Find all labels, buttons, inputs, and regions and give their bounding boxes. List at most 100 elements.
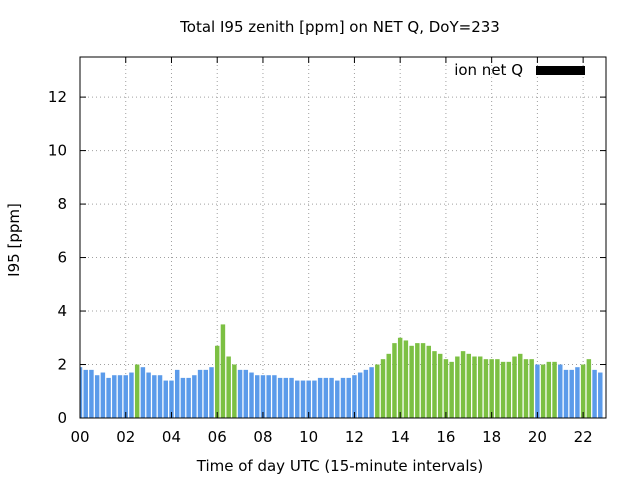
grid [80, 57, 606, 418]
bar [426, 345, 431, 418]
bar [323, 377, 329, 418]
bar [192, 375, 197, 418]
bar [329, 377, 334, 418]
bars [80, 324, 603, 418]
bar [106, 377, 111, 418]
bar [546, 361, 552, 418]
x-tick-label: 18 [482, 428, 501, 446]
x-tick-label: 22 [574, 428, 593, 446]
x-tick-label: 10 [299, 428, 318, 446]
bar [340, 377, 346, 418]
bar [180, 377, 186, 418]
bar [386, 353, 391, 418]
bar [243, 369, 249, 418]
bar [140, 367, 146, 418]
bar [295, 380, 300, 418]
y-axis-label: I95 [ppm] [5, 203, 23, 277]
bar [117, 375, 123, 418]
y-tick-label: 6 [57, 249, 67, 267]
bar [443, 359, 449, 418]
bar [317, 377, 323, 418]
bar [214, 345, 220, 418]
x-tick-label: 16 [436, 428, 455, 446]
x-tick-label: 06 [208, 428, 227, 446]
y-tick-label: 12 [48, 88, 67, 106]
bar [134, 364, 140, 418]
bar [352, 375, 357, 418]
y-tick-label: 4 [57, 302, 67, 320]
bar [83, 369, 88, 418]
bar [89, 369, 94, 418]
bar [529, 359, 534, 418]
bar [535, 364, 540, 418]
bar [197, 369, 203, 418]
bar [483, 359, 489, 418]
bar [580, 364, 586, 418]
chart-title: Total I95 zenith [ppm] on NET Q, DoY=233 [179, 18, 500, 36]
bar [558, 364, 563, 418]
bar [380, 359, 386, 418]
bar [466, 353, 472, 418]
bar [563, 369, 569, 418]
x-tick-label: 12 [345, 428, 364, 446]
x-tick-label: 02 [116, 428, 135, 446]
bar [403, 340, 409, 418]
bar [437, 353, 443, 418]
legend: ion net Q [454, 61, 585, 79]
x-tick-label: 14 [391, 428, 410, 446]
bar [272, 375, 277, 418]
bar [575, 367, 580, 418]
bar [586, 359, 592, 418]
bar [552, 361, 557, 418]
bar [472, 356, 477, 418]
bar [255, 375, 260, 418]
y-tick-label: 8 [57, 195, 67, 213]
bar [100, 372, 106, 418]
bar [312, 380, 317, 418]
bar [226, 356, 231, 418]
bar [129, 372, 134, 418]
bar [489, 359, 494, 418]
bar [363, 369, 369, 418]
bar [237, 369, 243, 418]
bar [415, 343, 420, 418]
bar [506, 361, 512, 418]
bar [455, 356, 460, 418]
bar [420, 343, 426, 418]
bar [306, 380, 311, 418]
bar [152, 375, 157, 418]
bar [277, 377, 283, 418]
bar [112, 375, 117, 418]
x-tick-label: 00 [70, 428, 89, 446]
bar [232, 364, 237, 418]
bar [460, 351, 466, 418]
bar [283, 377, 289, 418]
y-tick-label: 0 [57, 409, 67, 427]
bar [203, 369, 209, 418]
bar [495, 359, 500, 418]
bar [518, 353, 523, 418]
x-tick-label: 08 [253, 428, 272, 446]
bar [523, 359, 529, 418]
x-tick-label: 04 [162, 428, 181, 446]
bar [598, 372, 603, 418]
bar [163, 380, 168, 418]
bar [266, 375, 271, 418]
bar [289, 377, 294, 418]
bar [220, 324, 226, 418]
bar [397, 337, 403, 418]
bar [375, 364, 380, 418]
bar [146, 372, 151, 418]
bar [80, 367, 83, 418]
bar [123, 375, 128, 418]
legend-swatch [536, 66, 585, 75]
bar [300, 380, 306, 418]
bar [500, 361, 506, 418]
bar [157, 375, 163, 418]
bar [335, 380, 340, 418]
bar [209, 367, 214, 418]
bar [449, 361, 454, 418]
bar [94, 375, 100, 418]
